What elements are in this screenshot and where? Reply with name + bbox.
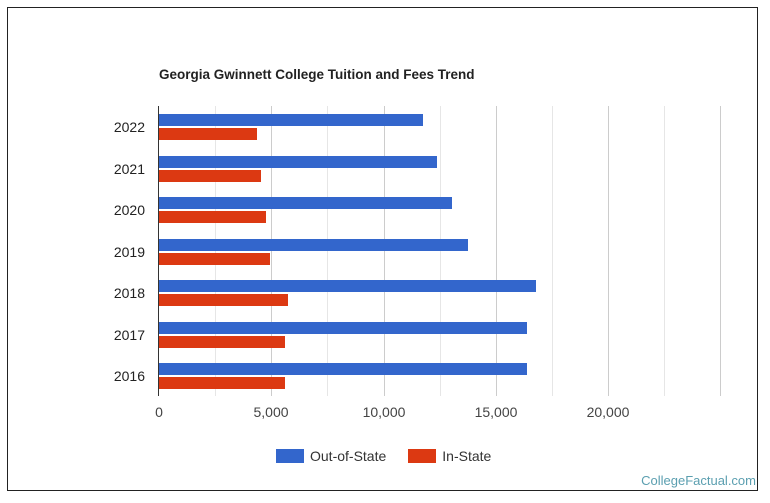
y-tick-label: 2016 [113, 368, 145, 384]
y-tick-label: 2022 [113, 119, 145, 135]
legend-item-out-of-state[interactable]: Out-of-State [276, 448, 386, 464]
bar-out-of-state-2016[interactable] [159, 363, 527, 375]
gridline [552, 106, 553, 396]
gridline [384, 106, 385, 396]
x-tick-label: 10,000 [362, 404, 406, 420]
legend-item-in-state[interactable]: In-State [408, 448, 491, 464]
x-tick-label: 20,000 [586, 404, 630, 420]
bar-in-state-2016[interactable] [159, 377, 285, 389]
legend-swatch-in-state [408, 449, 437, 463]
y-axis-line [158, 106, 159, 396]
legend-label-in-state: In-State [442, 448, 492, 464]
gridline [271, 106, 272, 396]
credit-link[interactable]: CollegeFactual.com [641, 473, 756, 488]
chart-title: Georgia Gwinnett College Tuition and Fee… [159, 67, 475, 82]
x-tick-label: 5,000 [253, 404, 289, 420]
gridline [720, 106, 721, 396]
gridline [215, 106, 216, 396]
bar-out-of-state-2020[interactable] [159, 197, 452, 209]
y-tick-label: 2020 [113, 202, 145, 218]
gridline [440, 106, 441, 396]
bar-out-of-state-2017[interactable] [159, 321, 527, 334]
x-tick-label: 0 [155, 404, 163, 420]
legend-label-out-of-state: Out-of-State [310, 448, 387, 464]
plot-area [159, 106, 721, 396]
x-tick-label: 15,000 [474, 404, 518, 420]
bar-out-of-state-2019[interactable] [159, 238, 468, 251]
bar-in-state-2019[interactable] [159, 252, 270, 265]
bar-in-state-2022[interactable] [159, 128, 257, 140]
bar-out-of-state-2022[interactable] [159, 114, 423, 126]
bar-in-state-2021[interactable] [159, 169, 261, 182]
bar-in-state-2018[interactable] [159, 294, 288, 306]
gridline [664, 106, 665, 396]
legend: Out-of-State In-State [276, 448, 513, 464]
bar-in-state-2017[interactable] [159, 335, 285, 348]
gridline [327, 106, 328, 396]
y-tick-label: 2021 [113, 160, 145, 177]
y-tick-label: 2017 [113, 326, 145, 343]
legend-swatch-out-of-state [276, 449, 304, 463]
gridline [496, 106, 497, 396]
y-tick-label: 2018 [113, 285, 145, 301]
bar-out-of-state-2018[interactable] [159, 280, 536, 292]
y-tick-label: 2019 [113, 243, 145, 260]
bar-in-state-2020[interactable] [159, 211, 266, 223]
gridline [608, 106, 609, 396]
bar-out-of-state-2021[interactable] [159, 155, 437, 168]
